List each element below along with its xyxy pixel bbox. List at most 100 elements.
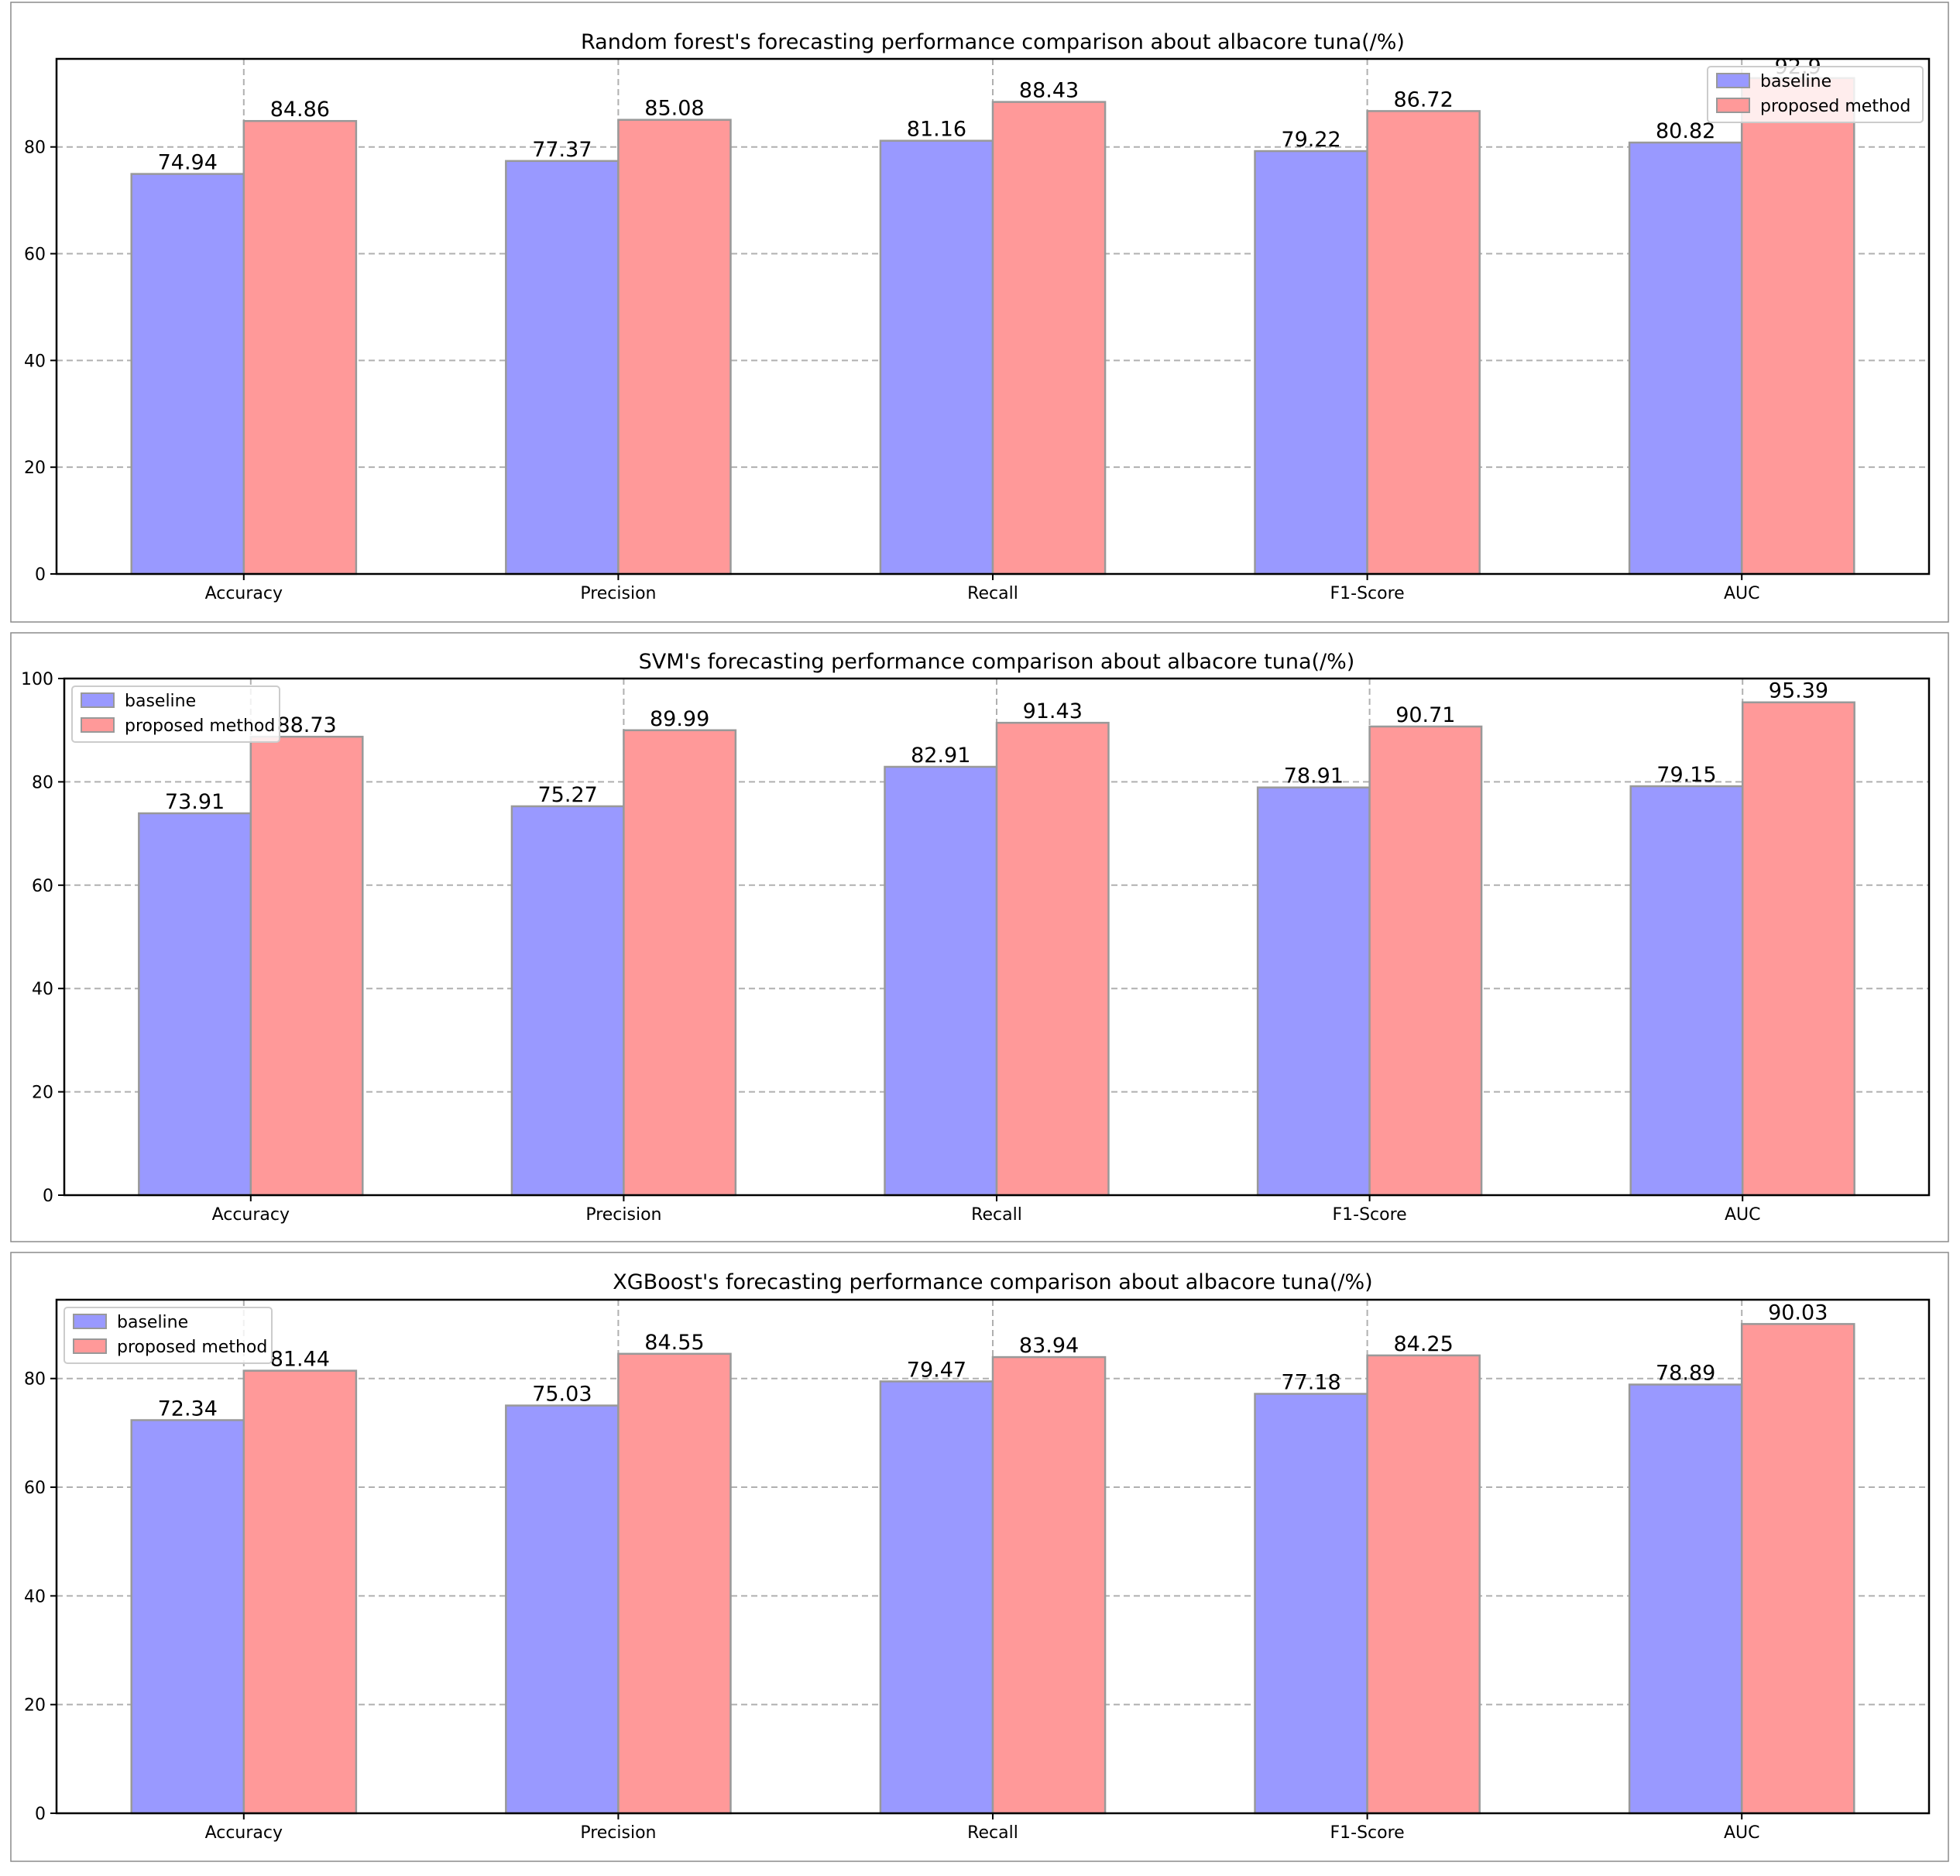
bar-value-label: 77.18 <box>1281 1371 1340 1395</box>
y-tick-label: 60 <box>32 877 53 896</box>
x-tick-label: F1-Score <box>1330 584 1404 603</box>
bar-value-label: 79.15 <box>1656 763 1716 787</box>
y-tick-label: 20 <box>32 1084 53 1103</box>
legend: baseline proposed method <box>71 685 280 743</box>
bar-proposed-accuracy <box>249 735 364 1197</box>
bar-value-label: 85.08 <box>644 97 704 121</box>
legend-label-proposed: proposed method <box>1760 97 1910 116</box>
bar-value-label: 83.94 <box>1019 1334 1079 1358</box>
bar-value-label: 75.27 <box>538 783 598 807</box>
chart-panel-2: SVM's forecasting performance comparison… <box>10 632 1949 1242</box>
legend-swatch-baseline <box>73 1314 107 1329</box>
legend-swatch-proposed <box>1716 98 1750 113</box>
x-tick-label: AUC <box>1724 584 1760 603</box>
panel-frame <box>10 632 1949 1242</box>
axes-frame <box>55 57 1931 576</box>
x-tick-label: Precision <box>580 584 656 603</box>
bar-baseline-auc <box>1629 785 1744 1197</box>
bar-value-label: 80.82 <box>1656 119 1715 143</box>
x-tick-label: F1-Score <box>1330 1823 1404 1843</box>
bar-value-label: 88.43 <box>1019 79 1079 103</box>
bar-value-label: 88.73 <box>276 713 336 737</box>
bar-value-label: 95.39 <box>1769 679 1828 703</box>
bar-baseline-precision <box>505 160 620 576</box>
legend: baseline proposed method <box>1707 66 1924 123</box>
y-tick-label: 60 <box>24 1479 46 1498</box>
y-tick-label: 40 <box>24 352 46 371</box>
bar-value-label: 72.34 <box>158 1397 218 1421</box>
bar-proposed-precision <box>623 729 737 1197</box>
legend-swatch-proposed <box>81 717 115 733</box>
legend-label-baseline: baseline <box>125 692 196 711</box>
bar-value-label: 81.16 <box>907 118 966 142</box>
bar-value-label: 79.47 <box>907 1358 966 1382</box>
x-tick-label: AUC <box>1725 1205 1761 1225</box>
bar-proposed-f1-score <box>1368 725 1483 1197</box>
y-tick-label: 0 <box>35 565 46 585</box>
x-tick-label: Recall <box>971 1205 1022 1225</box>
bar-proposed-f1-score <box>1366 1354 1481 1815</box>
chart-panel-3: XGBoost's forecasting performance compar… <box>10 1252 1949 1862</box>
legend-label-proposed: proposed method <box>125 716 275 736</box>
legend-box <box>71 685 280 743</box>
y-tick-label: 0 <box>35 1805 46 1824</box>
bar-proposed-precision <box>617 1352 732 1815</box>
bar-baseline-auc <box>1628 1383 1743 1815</box>
y-tick-label: 20 <box>24 459 46 478</box>
bar-baseline-recall <box>879 139 994 576</box>
bar-baseline-accuracy <box>130 173 245 576</box>
legend-swatch-proposed <box>73 1338 107 1354</box>
bar-baseline-f1-score <box>1254 149 1368 576</box>
bar-proposed-accuracy <box>242 1369 358 1815</box>
bar-value-label: 84.25 <box>1393 1332 1453 1356</box>
x-tick-label: Accuracy <box>212 1205 290 1225</box>
legend-label-proposed: proposed method <box>117 1338 267 1357</box>
chart-title: Random forest's forecasting performance … <box>581 30 1405 54</box>
bar-proposed-recall <box>991 1355 1107 1815</box>
y-tick-label: 60 <box>24 246 46 265</box>
axes-frame <box>63 677 1931 1197</box>
y-tick-label: 0 <box>43 1187 53 1206</box>
bar-baseline-f1-score <box>1254 1393 1368 1815</box>
bar-baseline-auc <box>1628 141 1743 576</box>
bar-value-label: 79.22 <box>1281 128 1340 152</box>
x-tick-label: Accuracy <box>205 1823 283 1843</box>
y-tick-label: 80 <box>24 139 46 158</box>
bar-proposed-precision <box>617 119 732 576</box>
bar-baseline-accuracy <box>138 812 252 1197</box>
chart-title: XGBoost's forecasting performance compar… <box>613 1270 1372 1294</box>
chart-panel-1: Random forest's forecasting performance … <box>10 2 1949 623</box>
legend-label-baseline: baseline <box>117 1313 188 1332</box>
y-tick-label: 40 <box>24 1587 46 1606</box>
bar-value-label: 91.43 <box>1023 699 1083 723</box>
bar-value-label: 90.71 <box>1395 703 1455 727</box>
bar-value-label: 81.44 <box>270 1348 330 1372</box>
bar-value-label: 86.72 <box>1393 88 1453 112</box>
bar-proposed-auc <box>1740 77 1855 576</box>
bar-value-label: 90.03 <box>1768 1300 1828 1325</box>
x-tick-label: AUC <box>1724 1823 1760 1843</box>
bar-proposed-auc <box>1741 701 1855 1197</box>
y-tick-label: 80 <box>32 773 53 792</box>
bar-baseline-f1-score <box>1256 786 1371 1197</box>
bar-baseline-accuracy <box>130 1419 245 1815</box>
bar-proposed-accuracy <box>242 119 358 576</box>
bar-value-label: 78.89 <box>1656 1362 1715 1386</box>
bar-baseline-precision <box>510 805 625 1197</box>
panel-frame <box>10 1252 1949 1862</box>
bar-value-label: 77.37 <box>532 138 592 162</box>
legend-box <box>1707 66 1924 123</box>
chart-title: SVM's forecasting performance comparison… <box>639 650 1355 674</box>
bar-value-label: 74.94 <box>158 151 218 175</box>
legend-label-baseline: baseline <box>1760 72 1831 91</box>
bar-value-label: 73.91 <box>165 790 225 814</box>
bar-baseline-precision <box>505 1404 620 1815</box>
bar-value-label: 78.91 <box>1284 764 1344 789</box>
x-tick-label: Precision <box>585 1205 661 1225</box>
bar-value-label: 82.91 <box>911 744 970 768</box>
bar-proposed-f1-score <box>1366 110 1481 576</box>
legend: baseline proposed method <box>64 1307 273 1364</box>
bar-value-label: 84.55 <box>644 1331 704 1355</box>
x-tick-label: Precision <box>580 1823 656 1843</box>
